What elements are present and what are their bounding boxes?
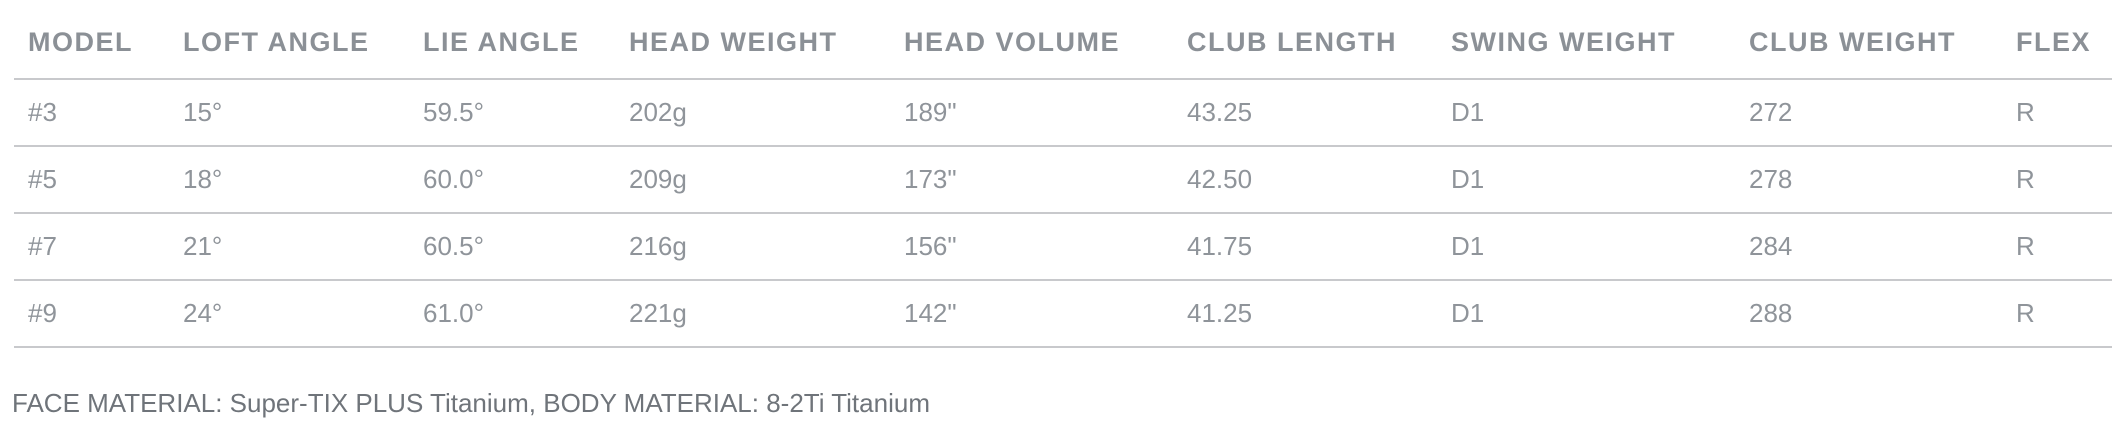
cell-lie-angle: 60.5° [423,231,485,261]
header-loft-angle: LOFT ANGLE [183,26,370,57]
cell-head-weight: 221g [629,298,687,328]
cell-lie-angle: 61.0° [423,298,485,328]
cell-club-length: 41.75 [1187,231,1253,261]
table-row: #9 24° 61.0° 221g 142" 41.25 D1 288 R [14,281,2112,348]
header-head-volume: HEAD VOLUME [904,26,1121,57]
cell-club-length: 41.25 [1187,298,1253,328]
cell-head-weight: 209g [629,164,687,194]
cell-club-weight: 284 [1749,231,1793,261]
header-club-weight: CLUB WEIGHT [1749,26,1956,57]
table-header-row: MODEL LOFT ANGLE LIE ANGLE HEAD WEIGHT H… [14,6,2112,80]
cell-club-weight: 288 [1749,298,1793,328]
cell-flex: R [2016,298,2035,328]
header-model: MODEL [28,26,133,57]
header-lie-angle: LIE ANGLE [423,26,580,57]
material-footnote: FACE MATERIAL: Super-TIX PLUS Titanium, … [12,388,930,418]
cell-flex: R [2016,164,2035,194]
cell-head-volume: 173" [904,164,957,194]
cell-swing-weight: D1 [1451,97,1485,127]
cell-club-length: 42.50 [1187,164,1253,194]
header-club-length: CLUB LENGTH [1187,26,1397,57]
cell-loft-angle: 18° [183,164,223,194]
cell-model: #3 [28,97,57,127]
cell-model: #7 [28,231,57,261]
cell-swing-weight: D1 [1451,298,1485,328]
cell-head-volume: 142" [904,298,957,328]
cell-flex: R [2016,231,2035,261]
header-head-weight: HEAD WEIGHT [629,26,838,57]
cell-loft-angle: 21° [183,231,223,261]
table-row: #5 18° 60.0° 209g 173" 42.50 D1 278 R [14,147,2112,214]
cell-swing-weight: D1 [1451,231,1485,261]
cell-club-length: 43.25 [1187,97,1253,127]
header-flex: FLEX [2016,26,2092,57]
cell-head-volume: 156" [904,231,957,261]
cell-lie-angle: 60.0° [423,164,485,194]
cell-loft-angle: 15° [183,97,223,127]
cell-club-weight: 272 [1749,97,1793,127]
cell-model: #5 [28,164,57,194]
cell-swing-weight: D1 [1451,164,1485,194]
cell-flex: R [2016,97,2035,127]
cell-model: #9 [28,298,57,328]
cell-head-volume: 189" [904,97,957,127]
cell-club-weight: 278 [1749,164,1793,194]
header-swing-weight: SWING WEIGHT [1451,26,1676,57]
cell-loft-angle: 24° [183,298,223,328]
table-row: #3 15° 59.5° 202g 189" 43.25 D1 272 R [14,80,2112,147]
spec-table: MODEL LOFT ANGLE LIE ANGLE HEAD WEIGHT H… [14,6,2112,348]
cell-lie-angle: 59.5° [423,97,485,127]
table-row: #7 21° 60.5° 216g 156" 41.75 D1 284 R [14,214,2112,281]
cell-head-weight: 202g [629,97,687,127]
cell-head-weight: 216g [629,231,687,261]
